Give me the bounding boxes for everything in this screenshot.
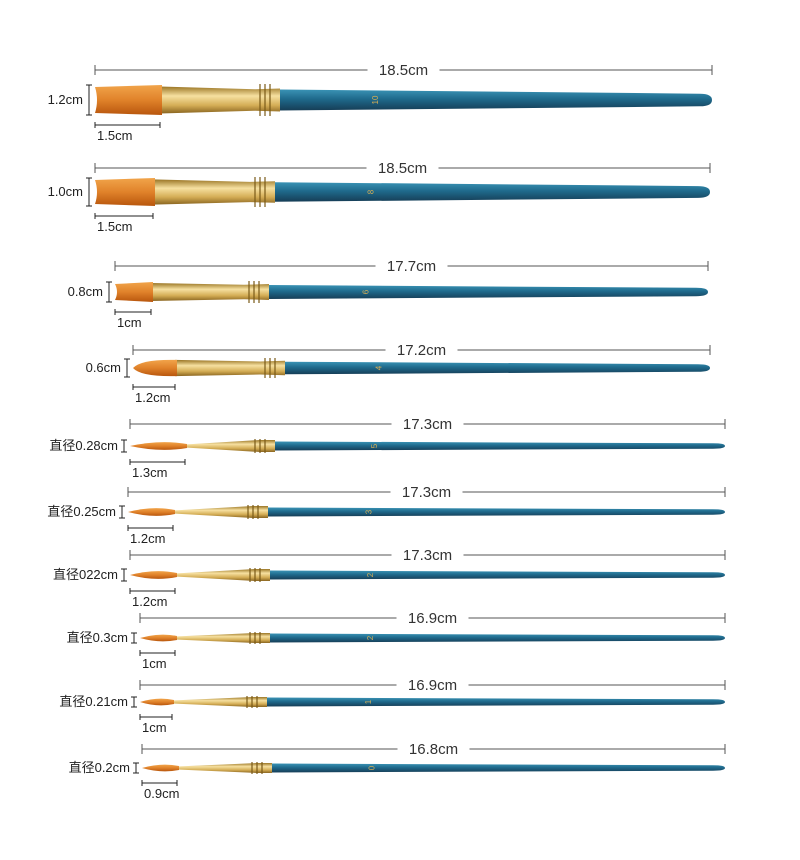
handle-number: 6 <box>362 289 371 294</box>
side-label: 0.8cm <box>68 284 103 299</box>
brush-ferrule <box>177 763 272 773</box>
width-label: 1.3cm <box>132 465 167 480</box>
width-label: 1.2cm <box>135 390 170 405</box>
brush-ferrule <box>175 633 270 643</box>
brush-2: 18.5cm 8 1.0cm 1.5cm <box>48 158 711 234</box>
brush-handle <box>275 441 725 451</box>
length-label: 18.5cm <box>379 62 428 79</box>
length-label-bg <box>367 60 440 78</box>
brush-8: 16.9cm 2 直径0.3cm 1cm <box>67 608 726 671</box>
width-label: 1cm <box>142 720 167 735</box>
side-label: 直径0.21cm <box>59 694 128 709</box>
brush-bristles <box>133 359 177 377</box>
length-label: 17.2cm <box>397 342 446 359</box>
width-label: 1cm <box>117 315 142 330</box>
width-label: 1.2cm <box>130 531 165 546</box>
handle-number: 0 <box>368 765 377 770</box>
brush-ferrule <box>153 179 275 205</box>
length-label: 16.9cm <box>408 677 457 694</box>
brush-bristles <box>95 85 162 115</box>
handle-number: 4 <box>375 365 384 370</box>
brush-handle <box>285 361 710 375</box>
length-label: 17.3cm <box>403 416 452 433</box>
side-label: 直径0.3cm <box>67 630 128 645</box>
handle-number: 2 <box>366 572 375 577</box>
side-label: 直径0.25cm <box>47 504 116 519</box>
length-label-bg <box>391 414 464 432</box>
length-label-bg <box>396 675 469 693</box>
brush-bristles <box>115 282 153 302</box>
brush-3: 17.7cm 6 0.8cm 1cm <box>68 256 709 330</box>
side-label: 直径0.28cm <box>49 438 118 453</box>
side-label: 直径022cm <box>53 567 118 582</box>
brush-handle <box>269 285 708 299</box>
length-label-bg <box>390 482 463 500</box>
brush-1: 18.5cm 10 1.2cm 1.5cm <box>48 60 713 143</box>
brush-4: 17.2cm 4 0.6cm 1.2cm <box>86 340 711 405</box>
brush-ferrule <box>172 697 267 707</box>
brush-bristles <box>130 571 177 579</box>
brush-handle <box>267 697 725 707</box>
handle-number: 5 <box>370 443 379 448</box>
brush-10: 16.8cm 0 直径0.2cm 0.9cm <box>69 739 726 801</box>
brush-ferrule <box>185 440 275 452</box>
length-label: 18.5cm <box>378 160 427 177</box>
width-label: 1.2cm <box>132 594 167 609</box>
length-label: 16.9cm <box>408 610 457 627</box>
brush-6: 17.3cm 3 直径0.25cm 1.2cm <box>47 482 726 546</box>
width-label: 0.9cm <box>144 786 179 801</box>
brush-9: 16.9cm 1 直径0.21cm 1cm <box>59 675 726 735</box>
width-label: 1.5cm <box>97 128 132 143</box>
brush-handle <box>272 763 725 773</box>
brush-handle <box>280 89 712 111</box>
width-label: 1.5cm <box>97 219 132 234</box>
handle-number: 8 <box>367 189 376 194</box>
brush-bristles <box>130 442 187 450</box>
side-label: 1.0cm <box>48 184 83 199</box>
length-label-bg <box>396 608 469 626</box>
length-label-bg <box>391 545 464 563</box>
handle-number: 3 <box>365 509 374 514</box>
brush-handle <box>268 507 725 517</box>
brush-handle <box>270 570 725 580</box>
handle-number: 10 <box>371 95 380 104</box>
length-label-bg <box>375 256 448 274</box>
brush-ferrule <box>151 283 269 301</box>
side-label: 直径0.2cm <box>69 760 130 775</box>
brush-bristles <box>140 698 174 706</box>
handle-number: 1 <box>364 699 373 704</box>
length-label: 17.3cm <box>403 547 452 564</box>
side-label: 1.2cm <box>48 92 83 107</box>
brush-bristles <box>128 508 175 516</box>
brush-handle <box>275 182 710 202</box>
brush-handle <box>270 633 725 643</box>
brush-bristles <box>142 764 179 772</box>
length-label-bg <box>397 739 470 757</box>
length-label-bg <box>366 158 439 176</box>
side-label: 0.6cm <box>86 360 121 375</box>
brush-ferrule <box>175 569 270 581</box>
brush-bristles <box>95 178 155 206</box>
brush-ferrule <box>173 506 268 518</box>
brush-bristles <box>140 634 177 642</box>
length-label: 17.7cm <box>387 258 436 275</box>
brush-ferrule <box>160 86 280 114</box>
brush-ferrule <box>175 359 285 377</box>
brush-7: 17.3cm 2 直径022cm 1.2cm <box>53 545 726 609</box>
length-label: 16.8cm <box>409 741 458 758</box>
length-label: 17.3cm <box>402 484 451 501</box>
length-label-bg <box>385 340 458 358</box>
brush-5: 17.3cm 5 直径0.28cm 1.3cm <box>49 414 726 480</box>
width-label: 1cm <box>142 656 167 671</box>
handle-number: 2 <box>366 635 375 640</box>
